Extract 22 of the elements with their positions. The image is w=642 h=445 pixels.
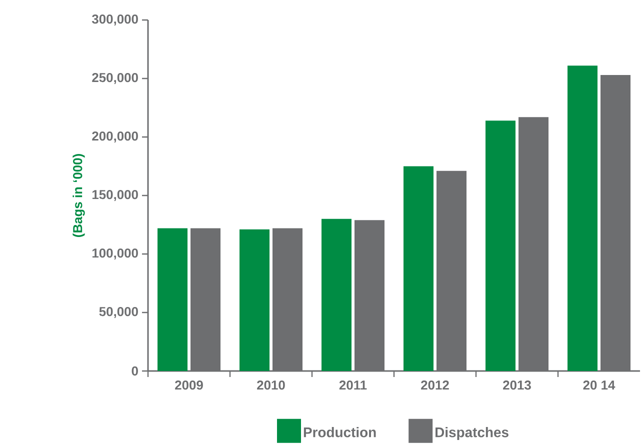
bar [240, 230, 270, 372]
bar [158, 228, 188, 372]
x-tick-label: 2013 [503, 380, 531, 390]
x-tick-label: 2009 [175, 380, 203, 390]
x-tick-label: 2012 [421, 380, 449, 390]
bar [322, 218, 352, 372]
bar [568, 66, 598, 372]
x-tick-label: 2011 [339, 380, 367, 390]
bar [486, 120, 516, 372]
y-tick-label: 100,000 [92, 248, 138, 260]
legend-label: Production [304, 427, 376, 438]
y-tick-label: 200,000 [92, 132, 138, 143]
x-tick-label: 20 14 [583, 380, 616, 390]
y-tick-label: 150,000 [92, 190, 138, 202]
y-axis-title: (Bags in ‘000) [72, 154, 85, 238]
y-tick-label: 0 [132, 366, 138, 376]
legend-label: Dispatches [436, 427, 508, 440]
x-tick-label: 2010 [257, 380, 285, 390]
y-tick-label: 250,000 [92, 73, 138, 84]
bar [404, 166, 434, 372]
y-tick-label: 300,000 [92, 14, 138, 26]
y-tick-label: 50,000 [99, 307, 138, 318]
